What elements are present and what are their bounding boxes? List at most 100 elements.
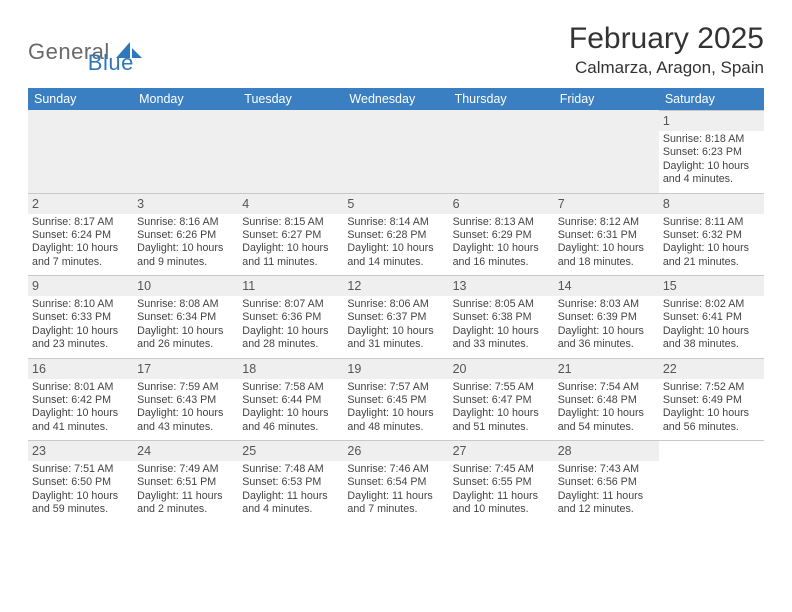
day-number: 17 [137, 362, 151, 376]
day-cell-19: 19 Sunrise: 7:57 AMSunset: 6:45 PMDayligh… [343, 358, 448, 441]
day-number: 13 [453, 279, 467, 293]
day-cell-6: 6 Sunrise: 8:13 AMSunset: 6:29 PMDaylight… [449, 193, 554, 276]
sunset-line: Sunset: 6:48 PM [558, 394, 655, 407]
day-cell-22: 22Sunrise: 7:52 AMSunset: 6:49 PMDayligh… [659, 358, 764, 441]
day-number: 5 [347, 197, 354, 211]
day-number: 1 [663, 114, 670, 128]
day-number-row: 7 [554, 194, 659, 214]
sunrise-line: Sunrise: 8:12 AM [558, 216, 655, 229]
day-cell-28: 28Sunrise: 7:43 AMSunset: 6:56 PMDayligh… [554, 440, 659, 523]
sunrise-line: Sunrise: 8:05 AM [453, 298, 550, 311]
sunrise-line: Sunrise: 8:18 AM [663, 133, 760, 146]
sunrise-line: Sunrise: 8:13 AM [453, 216, 550, 229]
logo: General Blue [28, 22, 134, 76]
calendar-grid: 1 Sunrise: 8:18 AMSunset: 6:23 PM Daylight… [28, 110, 764, 523]
day-cell-25: 25Sunrise: 7:48 AMSunset: 6:53 PMDayligh… [238, 440, 343, 523]
sunrise-line: Sunrise: 8:16 AM [137, 216, 234, 229]
sunrise-line: Sunrise: 7:55 AM [453, 381, 550, 394]
sunset-line: Sunset: 6:39 PM [558, 311, 655, 324]
sunset-line: Sunset: 6:51 PM [137, 476, 234, 489]
empty-cell [238, 110, 343, 193]
day-cell-18: 18Sunrise: 7:58 AMSunset: 6:44 PMDayligh… [238, 358, 343, 441]
sunrise-line: Sunrise: 8:03 AM [558, 298, 655, 311]
day-number: 24 [137, 444, 151, 458]
day-number: 6 [453, 197, 460, 211]
sunset-line: Sunset: 6:54 PM [347, 476, 444, 489]
day-cell-23: 23 Sunrise: 7:51 AMSunset: 6:50 PMDayligh… [28, 440, 133, 523]
weekday-col-4: Thursday [449, 88, 554, 110]
sunset-line: Sunset: 6:50 PM [32, 476, 129, 489]
day-number-row: 24 [133, 441, 238, 461]
sunset-line: Sunset: 6:37 PM [347, 311, 444, 324]
daylight-line: Daylight: 10 hours and 16 minutes. [453, 242, 550, 269]
day-number: 23 [32, 444, 46, 458]
day-cell-17: 17Sunrise: 7:59 AMSunset: 6:43 PMDayligh… [133, 358, 238, 441]
day-cell-14: 14Sunrise: 8:03 AMSunset: 6:39 PMDayligh… [554, 275, 659, 358]
sunset-line: Sunset: 6:44 PM [242, 394, 339, 407]
sunrise-line: Sunrise: 8:14 AM [347, 216, 444, 229]
empty-cell [343, 110, 448, 193]
header: General Blue February 2025 Calmarza, Ara… [28, 22, 764, 78]
daylight-line: Daylight: 10 hours and 31 minutes. [347, 325, 444, 352]
day-number-row: 11 [238, 276, 343, 296]
day-cell-16: 16Sunrise: 8:01 AMSunset: 6:42 PMDayligh… [28, 358, 133, 441]
daylight-line: Daylight: 10 hours and 18 minutes. [558, 242, 655, 269]
daylight-line: Daylight: 10 hours and 7 minutes. [32, 242, 129, 269]
sunset-line: Sunset: 6:38 PM [453, 311, 550, 324]
weekday-col-5: Friday [554, 88, 659, 110]
weekday-col-6: Saturday [659, 88, 764, 110]
day-number: 14 [558, 279, 572, 293]
day-number-row: 19 [343, 359, 448, 379]
logo-text-blue: Blue [88, 50, 134, 76]
day-cell-9: 9Sunrise: 8:10 AMSunset: 6:33 PMDaylight… [28, 275, 133, 358]
daylight-line: Daylight: 10 hours and 48 minutes. [347, 407, 444, 434]
sunrise-line: Sunrise: 8:15 AM [242, 216, 339, 229]
day-number: 27 [453, 444, 467, 458]
sunset-line: Sunset: 6:36 PM [242, 311, 339, 324]
sunrise-line: Sunrise: 7:52 AM [663, 381, 760, 394]
day-cell-15: 15Sunrise: 8:02 AMSunset: 6:41 PMDayligh… [659, 275, 764, 358]
day-number: 7 [558, 197, 565, 211]
weekday-col-1: Monday [133, 88, 238, 110]
day-number-row: 28 [554, 441, 659, 461]
daylight-line: Daylight: 10 hours and 59 minutes. [32, 490, 129, 517]
title-block: February 2025 Calmarza, Aragon, Spain [569, 22, 764, 78]
daylight-line: Daylight: 10 hours and 46 minutes. [242, 407, 339, 434]
day-number-row: 18 [238, 359, 343, 379]
sunrise-line: Sunrise: 7:59 AM [137, 381, 234, 394]
sunset-line: Sunset: 6:45 PM [347, 394, 444, 407]
day-number: 20 [453, 362, 467, 376]
daylight-line: Daylight: 10 hours and 51 minutes. [453, 407, 550, 434]
sunrise-line: Sunrise: 8:06 AM [347, 298, 444, 311]
sunrise-line: Sunrise: 7:43 AM [558, 463, 655, 476]
day-number-row: 8 [659, 194, 764, 214]
sunset-line: Sunset: 6:23 PM [663, 146, 760, 159]
sunset-line: Sunset: 6:34 PM [137, 311, 234, 324]
day-number: 25 [242, 444, 256, 458]
day-number-row: 10 [133, 276, 238, 296]
daylight-line: Daylight: 10 hours and 23 minutes. [32, 325, 129, 352]
location-label: Calmarza, Aragon, Spain [569, 58, 764, 78]
day-number-row: 2 [28, 194, 133, 214]
day-number-row: 14 [554, 276, 659, 296]
sunset-line: Sunset: 6:33 PM [32, 311, 129, 324]
sunset-line: Sunset: 6:29 PM [453, 229, 550, 242]
day-number-row: 12 [343, 276, 448, 296]
sunset-line: Sunset: 6:32 PM [663, 229, 760, 242]
sunrise-line: Sunrise: 7:57 AM [347, 381, 444, 394]
day-cell-4: 4Sunrise: 8:15 AMSunset: 6:27 PMDaylight… [238, 193, 343, 276]
day-number-row: 5 [343, 194, 448, 214]
sunset-line: Sunset: 6:56 PM [558, 476, 655, 489]
sunset-line: Sunset: 6:41 PM [663, 311, 760, 324]
day-number-row: 15 [659, 276, 764, 296]
daylight-line: Daylight: 11 hours and 2 minutes. [137, 490, 234, 517]
sunset-line: Sunset: 6:53 PM [242, 476, 339, 489]
day-number: 21 [558, 362, 572, 376]
sunset-line: Sunset: 6:28 PM [347, 229, 444, 242]
sunrise-line: Sunrise: 8:08 AM [137, 298, 234, 311]
sunrise-line: Sunrise: 7:51 AM [32, 463, 129, 476]
daylight-line: Daylight: 10 hours and 54 minutes. [558, 407, 655, 434]
day-cell-24: 24Sunrise: 7:49 AMSunset: 6:51 PMDayligh… [133, 440, 238, 523]
day-cell-11: 11Sunrise: 8:07 AMSunset: 6:36 PMDayligh… [238, 275, 343, 358]
sunset-line: Sunset: 6:47 PM [453, 394, 550, 407]
